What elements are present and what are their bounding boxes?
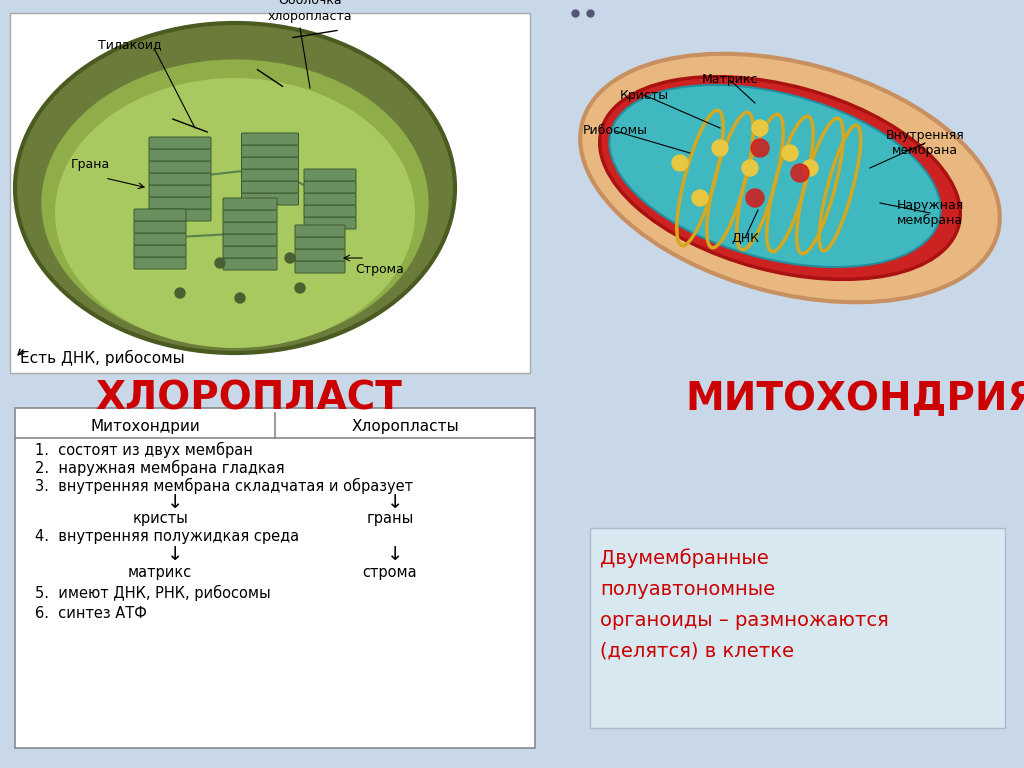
Text: ХЛОРОПЛАСТ: ХЛОРОПЛАСТ	[95, 380, 401, 418]
Text: ↓: ↓	[167, 492, 183, 511]
Text: матрикс: матрикс	[128, 564, 193, 580]
Text: 1.  состоят из двух мембран: 1. состоят из двух мембран	[35, 442, 253, 458]
Text: Есть ДНК, рибосомы: Есть ДНК, рибосомы	[20, 350, 184, 366]
Circle shape	[802, 160, 818, 176]
Circle shape	[752, 120, 768, 136]
Text: строма: строма	[362, 564, 418, 580]
FancyBboxPatch shape	[10, 13, 530, 373]
Text: 3.  внутренняя мембрана складчатая и образует: 3. внутренняя мембрана складчатая и обра…	[35, 478, 413, 494]
FancyBboxPatch shape	[304, 205, 356, 217]
Text: граны: граны	[367, 511, 414, 525]
Text: Рибосомы: Рибосомы	[583, 124, 647, 137]
FancyBboxPatch shape	[223, 246, 278, 258]
Text: МИТОХОНДРИЯ: МИТОХОНДРИЯ	[685, 380, 1024, 418]
FancyBboxPatch shape	[304, 193, 356, 205]
FancyBboxPatch shape	[590, 528, 1005, 728]
Ellipse shape	[15, 23, 455, 353]
FancyBboxPatch shape	[223, 222, 278, 234]
Ellipse shape	[40, 58, 430, 348]
Text: 6.  синтез АТФ: 6. синтез АТФ	[35, 605, 146, 621]
Text: ↓: ↓	[167, 545, 183, 564]
Ellipse shape	[55, 78, 415, 348]
Circle shape	[672, 155, 688, 171]
Text: 5.  имеют ДНК, РНК, рибосомы: 5. имеют ДНК, РНК, рибосомы	[35, 585, 270, 601]
FancyBboxPatch shape	[295, 261, 345, 273]
FancyBboxPatch shape	[134, 245, 186, 257]
Text: Кристы: Кристы	[620, 88, 669, 101]
Circle shape	[712, 140, 728, 156]
Text: Тилакоид: Тилакоид	[98, 38, 162, 51]
FancyBboxPatch shape	[134, 233, 186, 245]
Text: Строма: Строма	[355, 263, 404, 276]
Text: ДНК: ДНК	[731, 231, 759, 244]
FancyBboxPatch shape	[15, 408, 535, 748]
FancyBboxPatch shape	[295, 249, 345, 261]
Circle shape	[746, 189, 764, 207]
FancyBboxPatch shape	[304, 217, 356, 229]
Ellipse shape	[581, 54, 999, 303]
Circle shape	[295, 283, 305, 293]
FancyBboxPatch shape	[150, 161, 211, 173]
FancyBboxPatch shape	[242, 145, 299, 157]
FancyBboxPatch shape	[150, 173, 211, 185]
Circle shape	[175, 288, 185, 298]
FancyBboxPatch shape	[304, 181, 356, 193]
Ellipse shape	[609, 85, 941, 267]
Text: ↓: ↓	[387, 545, 403, 564]
Circle shape	[285, 253, 295, 263]
FancyBboxPatch shape	[223, 258, 278, 270]
Circle shape	[742, 160, 758, 176]
FancyBboxPatch shape	[134, 257, 186, 269]
Circle shape	[791, 164, 809, 182]
FancyBboxPatch shape	[150, 137, 211, 149]
FancyBboxPatch shape	[295, 225, 345, 237]
Text: Оболочка
хлоропласта: Оболочка хлоропласта	[267, 0, 352, 23]
FancyBboxPatch shape	[150, 185, 211, 197]
FancyBboxPatch shape	[242, 157, 299, 169]
Ellipse shape	[600, 77, 961, 280]
FancyBboxPatch shape	[223, 210, 278, 222]
Circle shape	[751, 139, 769, 157]
Text: Внутренняя
мембрана: Внутренняя мембрана	[886, 129, 965, 157]
Text: Грана: Грана	[71, 158, 110, 171]
FancyBboxPatch shape	[150, 209, 211, 221]
FancyBboxPatch shape	[242, 169, 299, 181]
Circle shape	[782, 145, 798, 161]
FancyBboxPatch shape	[242, 193, 299, 205]
Circle shape	[234, 293, 245, 303]
Text: 4.  внутренняя полужидкая среда: 4. внутренняя полужидкая среда	[35, 528, 299, 544]
FancyBboxPatch shape	[223, 198, 278, 210]
FancyBboxPatch shape	[223, 234, 278, 246]
FancyBboxPatch shape	[134, 221, 186, 233]
Text: Митохондрии: Митохондрии	[90, 419, 200, 433]
FancyBboxPatch shape	[295, 237, 345, 249]
FancyBboxPatch shape	[150, 149, 211, 161]
Circle shape	[692, 190, 708, 206]
FancyBboxPatch shape	[242, 133, 299, 145]
Text: кристы: кристы	[132, 511, 187, 525]
Text: Матрикс: Матрикс	[701, 74, 758, 87]
FancyBboxPatch shape	[150, 197, 211, 209]
Text: ↓: ↓	[387, 492, 403, 511]
FancyBboxPatch shape	[304, 169, 356, 181]
Circle shape	[215, 258, 225, 268]
Text: Двумембранные
полуавтономные
органоиды – размножаются
(делятся) в клетке: Двумембранные полуавтономные органоиды –…	[600, 548, 889, 660]
Text: 2.  наружная мембрана гладкая: 2. наружная мембрана гладкая	[35, 460, 285, 476]
Text: Наружная
мембрана: Наружная мембрана	[896, 199, 964, 227]
FancyBboxPatch shape	[242, 181, 299, 193]
FancyBboxPatch shape	[134, 209, 186, 221]
Text: Хлоропласты: Хлоропласты	[351, 419, 459, 433]
